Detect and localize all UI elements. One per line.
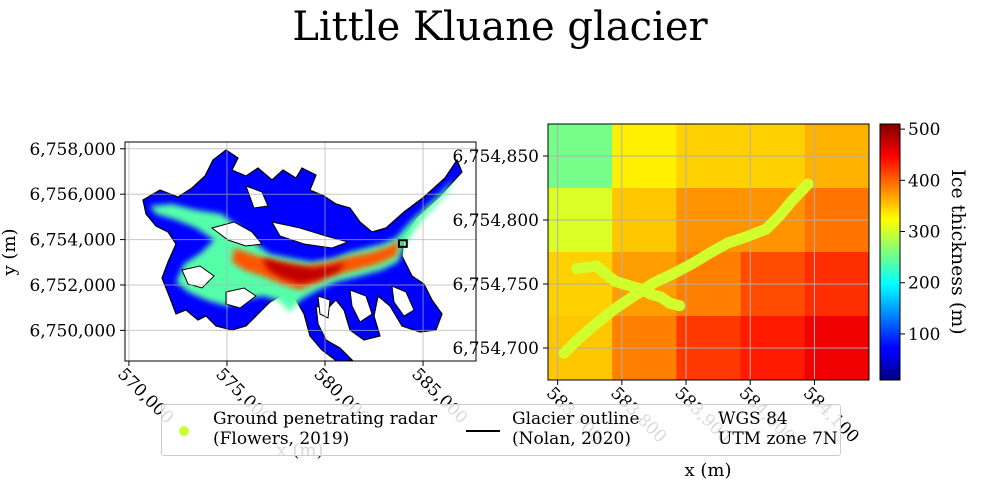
legend-crs-line1: WGS 84 [718, 409, 788, 429]
legend-outline-line2: (Nolan, 2020) [512, 429, 631, 449]
overview-y-tick-label: 6,754,000 [29, 231, 116, 251]
nunatak-3 [181, 265, 215, 289]
glacier-ice-body [142, 149, 463, 361]
colorbar: 100 200 300 400 500 Ice thickness (m) [879, 120, 969, 381]
glacier-ice-thick [232, 240, 400, 290]
outline-legend-marker [466, 430, 500, 432]
colorbar-tick-label: 300 [908, 223, 940, 243]
nunatak-6 [391, 285, 415, 317]
overview-y-tick-label: 6,750,000 [29, 321, 116, 341]
gpr-point [674, 300, 686, 312]
nunatak-7 [245, 185, 269, 209]
legend-crs-line2: UTM zone 7N [718, 429, 838, 449]
legend-gpr-line2: (Flowers, 2019) [213, 429, 350, 449]
nunatak-8 [317, 295, 331, 319]
overview-map-frame [124, 141, 477, 362]
colorbar-tick-label: 100 [908, 325, 940, 345]
gpr-track [558, 178, 814, 359]
legend-entry-gpr: Ground penetrating radar (Flowers, 2019) [213, 409, 437, 449]
overview-y-tick-label: 6,756,000 [29, 185, 116, 205]
colorbar-ticks: 100 200 300 400 500 [900, 120, 940, 345]
zoom-y-tick-label: 6,754,700 [452, 339, 539, 359]
legend-entry-outline: Glacier outline (Nolan, 2020) [512, 409, 640, 449]
figure-title: Little Kluane glacier [292, 4, 708, 50]
overview-y-tick-label: 6,758,000 [29, 140, 116, 160]
zoom-map-panel: 583,700583,800583,900584,000584,1006,754… [452, 123, 870, 447]
zoom-y-tick-label: 6,754,750 [452, 275, 539, 295]
colorbar-tick-label: 200 [908, 274, 940, 294]
colorbar-frame [879, 123, 901, 381]
nunatak-4 [225, 287, 257, 309]
zoom-y-tick-label: 6,754,850 [452, 147, 539, 167]
overview-map-gridlines [125, 142, 476, 361]
glacier-ice-thickness [142, 149, 463, 361]
legend-outline-line1: Glacier outline [512, 409, 640, 429]
colorbar-tick-label: 400 [908, 171, 940, 191]
nunatak-5 [349, 289, 373, 323]
gpr-legend-marker [179, 426, 189, 436]
glacier-ice-medium [150, 178, 454, 312]
legend: Ground penetrating radar (Flowers, 2019)… [161, 404, 841, 456]
legend-entry-crs: WGS 84 UTM zone 7N [718, 409, 838, 449]
overview-y-tick-label: 6,752,000 [29, 276, 116, 296]
zoom-y-tick-label: 6,754,800 [452, 211, 539, 231]
nunatak-2 [271, 221, 350, 249]
zoom-area-box [397, 239, 408, 248]
legend-gpr-line1: Ground penetrating radar [213, 409, 438, 429]
colorbar-label: Ice thickness (m) [947, 169, 969, 334]
glacier-ice-thickest [262, 258, 346, 284]
zoom-map-gridlines [548, 124, 869, 380]
zoom-map-frame [547, 123, 870, 381]
colorbar-gradient [880, 124, 900, 380]
overview-map-panel: 570,000 575,000 580,000 585,0006,750,0006,7… [29, 140, 477, 428]
gpr-point [802, 178, 814, 190]
colorbar-tick-label: 500 [908, 120, 940, 140]
